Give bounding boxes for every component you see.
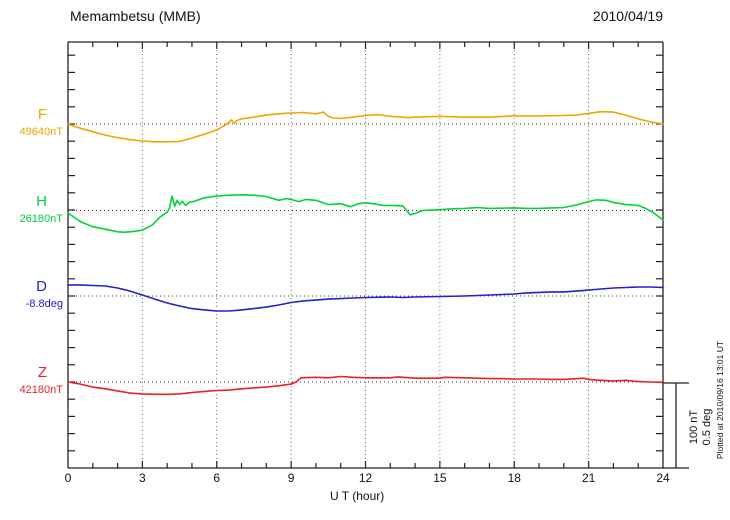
x-tick-label-12: 12 [358,471,373,485]
series-letter-F: F [37,106,47,123]
plot-date: 2010/04/19 [592,8,663,24]
x-tick-label-24: 24 [656,471,670,485]
series-baseline-F: 49640nT [19,126,63,138]
trace-H [67,194,664,233]
x-tick-label-6: 6 [213,471,221,485]
trace-Z [67,375,664,396]
trace-F [67,110,664,143]
station-title: Memambetsu (MMB) [70,8,201,24]
scale-bar-nt: 100 nT [688,409,700,445]
trace-D [67,284,664,312]
x-tick-label-3: 3 [139,471,146,485]
series-letter-Z: Z [37,364,47,381]
x-tick-label-15: 15 [433,471,447,485]
x-tick-label-18: 18 [507,471,521,485]
x-tick-label-21: 21 [581,471,596,485]
series-baseline-H: 26180nT [19,212,63,225]
scale-bar-deg: 0.5 deg [701,408,713,446]
series-letter-D: D [36,278,47,295]
series-baseline-Z: 42180nT [19,384,63,396]
series-baseline-D: -8.8deg [25,298,63,310]
x-tick-label-0: 0 [64,471,72,485]
series-letter-H: H [36,192,47,210]
x-axis-title: U T (hour) [330,489,385,503]
plotted-at-note: Plotted at 2010/09/16 13:01 UT [715,340,725,460]
x-tick-label-9: 9 [287,471,295,485]
scale-bar-label: 100 nT 0.5 deg [688,392,716,462]
